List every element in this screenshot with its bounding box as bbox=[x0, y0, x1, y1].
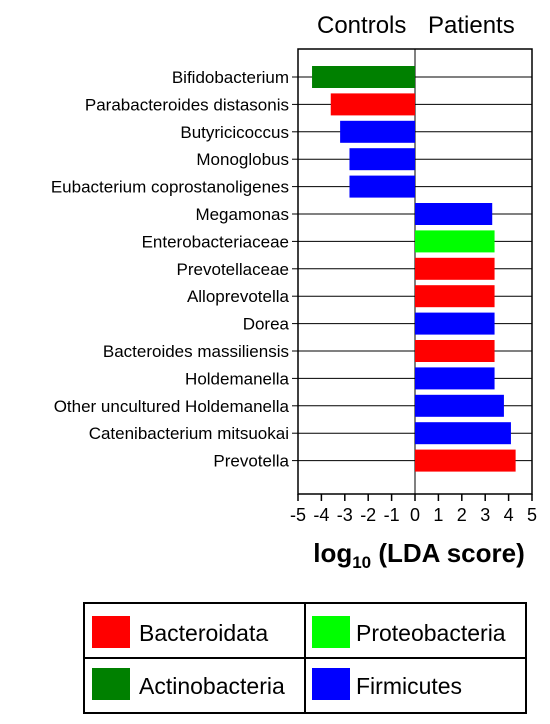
group-label-patients: Patients bbox=[428, 12, 515, 39]
x-tick-label-8: 3 bbox=[480, 505, 490, 525]
category-label-catenibacterium-mitsuokai: Catenibacterium mitsuokai bbox=[89, 424, 289, 443]
category-label-butyricicoccus: Butyricicoccus bbox=[180, 123, 289, 142]
category-label-enterobacteriaceae: Enterobacteriaceae bbox=[142, 232, 289, 251]
x-tick-label-1: -4 bbox=[313, 505, 329, 525]
category-label-holdemanella: Holdemanella bbox=[185, 369, 289, 388]
x-axis: -5 -4 -3 -2 -1 0 1 2 3 4 5 bbox=[290, 494, 537, 525]
x-axis-title-main: log bbox=[313, 538, 352, 568]
bar-butyricicoccus bbox=[340, 120, 415, 143]
category-label-dorea: Dorea bbox=[243, 315, 290, 334]
legend: Bacteroidata Proteobacteria Actinobacter… bbox=[83, 602, 527, 714]
category-label-prevotella: Prevotella bbox=[213, 452, 289, 471]
category-label-eubacterium-coprostanoligenes: Eubacterium coprostanoligenes bbox=[51, 178, 289, 197]
x-tick-label-2: -3 bbox=[337, 505, 353, 525]
x-axis-title-subscript: 10 bbox=[352, 553, 371, 572]
x-tick-label-0: -5 bbox=[290, 505, 306, 525]
legend-label-firmicutes: Firmicutes bbox=[356, 673, 462, 699]
category-label-other-uncultured-holdemanella: Other uncultured Holdemanella bbox=[54, 397, 290, 416]
bar-prevotellaceae bbox=[415, 257, 495, 280]
bars bbox=[312, 66, 516, 472]
bar-megamonas bbox=[415, 203, 493, 225]
bar-holdemanella bbox=[415, 367, 495, 390]
group-label-controls: Controls bbox=[317, 12, 406, 39]
x-tick-label-7: 2 bbox=[457, 505, 467, 525]
x-tick-label-4: -1 bbox=[384, 505, 400, 525]
legend-swatch-actinobacteria bbox=[92, 668, 130, 700]
bar-other-uncultured-holdemanella bbox=[415, 394, 504, 417]
bar-enterobacteriaceae bbox=[415, 230, 495, 253]
category-label-bifidobacterium: Bifidobacterium bbox=[172, 68, 289, 87]
x-tick-label-9: 4 bbox=[504, 505, 514, 525]
x-tick-label-3: -2 bbox=[360, 505, 376, 525]
x-tick-label-5: 0 bbox=[410, 505, 420, 525]
bar-bacteroides-massiliensis bbox=[415, 340, 495, 362]
category-label-alloprevotella: Alloprevotella bbox=[187, 287, 290, 306]
category-label-parabacteroides-distasonis: Parabacteroides distasonis bbox=[85, 95, 289, 114]
legend-swatch-firmicutes bbox=[312, 668, 350, 700]
bar-alloprevotella bbox=[415, 285, 495, 308]
bar-prevotella bbox=[415, 449, 516, 472]
bar-bifidobacterium bbox=[312, 66, 415, 88]
category-label-monoglobus: Monoglobus bbox=[196, 150, 289, 169]
legend-swatch-bacteroidata bbox=[92, 616, 130, 648]
category-labels: Bifidobacterium Parabacteroides distasoni… bbox=[51, 68, 290, 471]
legend-label-bacteroidata: Bacteroidata bbox=[139, 620, 268, 646]
legend-label-actinobacteria: Actinobacteria bbox=[139, 673, 285, 699]
legend-swatch-proteobacteria bbox=[312, 616, 350, 648]
bar-dorea bbox=[415, 312, 495, 335]
legend-label-proteobacteria: Proteobacteria bbox=[356, 620, 506, 646]
category-label-prevotellaceae: Prevotellaceae bbox=[177, 260, 289, 279]
x-tick-label-6: 1 bbox=[433, 505, 443, 525]
category-label-bacteroides-massiliensis: Bacteroides massiliensis bbox=[103, 342, 289, 361]
bar-monoglobus bbox=[349, 148, 415, 171]
bar-catenibacterium-mitsuokai bbox=[415, 422, 511, 445]
x-axis-title-rest: (LDA score) bbox=[371, 538, 525, 568]
bar-parabacteroides-distasonis bbox=[330, 93, 415, 116]
x-axis-title: log10 (LDA score) bbox=[313, 538, 525, 572]
x-tick-label-10: 5 bbox=[527, 505, 537, 525]
bar-eubacterium-coprostanoligenes bbox=[349, 175, 415, 198]
category-label-megamonas: Megamonas bbox=[195, 205, 289, 224]
